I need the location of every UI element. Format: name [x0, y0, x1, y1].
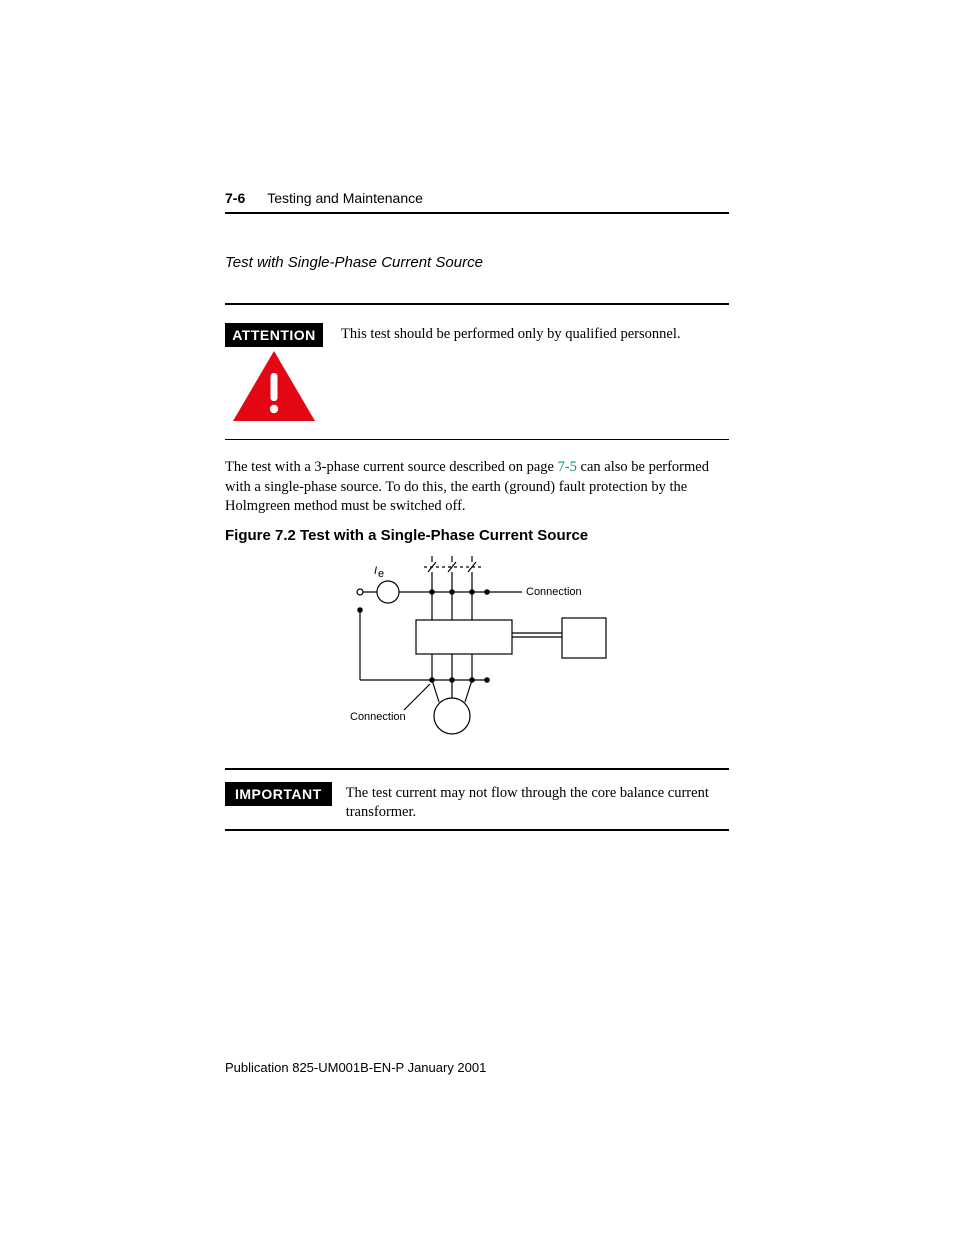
attention-top-rule: [225, 303, 729, 305]
attention-block: ATTENTION This test should be performed …: [225, 323, 729, 425]
warning-icon: [229, 347, 319, 425]
label-connection-bottom: Connection: [350, 711, 406, 723]
publication-footer: Publication 825-UM001B-EN-P January 2001: [225, 1060, 486, 1075]
attention-label: ATTENTION: [225, 323, 323, 347]
para-pre: The test with a 3-phase current source d…: [225, 459, 558, 475]
body-paragraph: The test with a 3-phase current source d…: [225, 458, 729, 517]
label-ie-sub: e: [378, 568, 384, 580]
important-bottom-rule: [225, 829, 729, 831]
page-header: 7-6 Testing and Maintenance: [225, 190, 729, 206]
label-connection-right: Connection: [526, 586, 582, 598]
important-top-rule: [225, 768, 729, 770]
attention-left: ATTENTION: [225, 323, 323, 425]
attention-text: This test should be performed only by qu…: [341, 323, 680, 425]
header-rule: [225, 212, 729, 214]
chapter-title: Testing and Maintenance: [267, 190, 423, 206]
label-ie: I: [374, 565, 377, 577]
page-number: 7-6: [225, 190, 245, 206]
important-text: The test current may not flow through th…: [346, 782, 729, 822]
attention-bottom-rule: [225, 439, 729, 440]
figure-container: I e Connection Connection: [225, 550, 729, 750]
important-block: IMPORTANT The test current may not flow …: [225, 782, 729, 822]
important-label: IMPORTANT: [225, 782, 332, 806]
figure-title: Figure 7.2 Test with a Single-Phase Curr…: [225, 527, 729, 544]
document-page: 7-6 Testing and Maintenance Test with Si…: [0, 0, 954, 1235]
section-subtitle: Test with Single-Phase Current Source: [225, 254, 729, 271]
circuit-diagram: I e Connection Connection: [312, 550, 642, 750]
page-ref-link[interactable]: 7-5: [558, 459, 577, 475]
